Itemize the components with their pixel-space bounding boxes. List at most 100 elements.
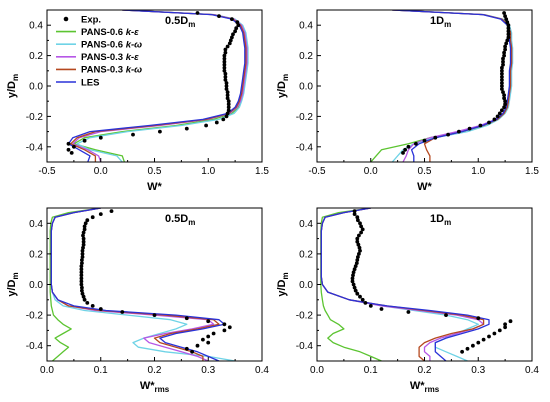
exp-point — [358, 221, 362, 226]
exp-point — [82, 224, 87, 229]
exp-point — [224, 84, 229, 88]
exp-point — [406, 310, 411, 314]
exp-point — [478, 123, 483, 128]
exp-point — [502, 53, 506, 58]
x-tick-label: 0.0 — [40, 365, 54, 376]
exp-point — [503, 325, 507, 330]
x-tick-label: 1.5 — [525, 166, 539, 177]
exp-point — [403, 147, 407, 152]
exp-point — [236, 23, 241, 28]
series-line-les — [50, 208, 226, 361]
exp-point — [502, 50, 506, 55]
exp-point — [79, 270, 84, 275]
exp-point — [357, 233, 361, 238]
exp-point — [224, 114, 229, 119]
x-tick-label: 0.2 — [148, 365, 162, 376]
exp-point — [506, 23, 511, 28]
exp-point — [85, 218, 90, 223]
y-tick-label: 0.2 — [299, 51, 313, 62]
x-axis-title: W*rms — [140, 380, 170, 394]
series-line-pans03kw — [392, 10, 513, 162]
exp-point — [506, 35, 511, 40]
exp-point — [85, 301, 90, 305]
series-line-pans03kw — [50, 208, 220, 361]
exp-point — [471, 343, 475, 348]
exp-point — [82, 227, 87, 232]
x-tick-label: 1.0 — [201, 166, 215, 177]
exp-point — [211, 331, 216, 336]
exp-point — [504, 41, 509, 46]
exp-point — [352, 267, 357, 272]
exp-point — [492, 331, 497, 336]
x-axis-title: W* — [147, 181, 162, 193]
y-tick-label: -0.4 — [26, 142, 44, 153]
y-axis-title: y/Dm — [276, 74, 290, 98]
exp-point — [356, 255, 360, 259]
exp-point — [231, 32, 235, 37]
exp-point — [502, 93, 506, 97]
x-tick-label: 0.2 — [418, 365, 432, 376]
exp-point — [501, 62, 505, 67]
legend-marker-exp — [63, 16, 69, 22]
exp-point — [222, 65, 227, 70]
series-line-pans06kw — [391, 10, 514, 162]
series-line-pans03kw — [320, 208, 485, 361]
exp-point — [360, 227, 365, 232]
exp-point — [500, 71, 504, 76]
exp-point — [120, 310, 125, 314]
exp-point — [80, 285, 84, 290]
exp-point — [481, 337, 486, 342]
exp-point — [433, 135, 438, 140]
exp-point — [503, 47, 507, 52]
exp-point — [379, 307, 384, 311]
y-tick-label: -0.2 — [26, 112, 44, 123]
exp-point — [226, 108, 231, 113]
exp-point — [80, 258, 84, 262]
exp-point — [227, 325, 232, 330]
exp-point — [222, 328, 227, 333]
exp-point — [184, 126, 189, 131]
x-tick-label: 0.0 — [364, 166, 378, 177]
panel-title: 0.5Dm — [165, 15, 195, 29]
exp-point — [98, 307, 103, 311]
exp-point — [467, 126, 472, 131]
exp-point — [79, 273, 84, 278]
legend-label-exp: Exp. — [81, 14, 101, 25]
exp-point — [505, 20, 510, 25]
exp-point — [80, 255, 85, 259]
exp-point — [109, 209, 114, 214]
y-tick-label: -0.4 — [296, 341, 314, 352]
exp-point — [206, 340, 211, 345]
legend-label-pans06ke: PANS-0.6 k-ε — [81, 27, 139, 38]
exp-point — [226, 99, 231, 104]
exp-point — [503, 44, 507, 49]
exp-point — [80, 248, 85, 253]
exp-point — [457, 129, 461, 134]
exp-point — [414, 141, 418, 146]
exp-point — [508, 319, 513, 324]
exp-point — [401, 151, 405, 155]
exp-point — [497, 328, 502, 333]
exp-point — [359, 224, 363, 229]
exp-point — [406, 144, 411, 149]
exp-point — [506, 29, 511, 34]
y-tick-label: 0.0 — [29, 82, 43, 93]
exp-point — [353, 288, 358, 293]
exp-point — [355, 258, 360, 262]
exp-point — [79, 264, 84, 268]
exp-point — [487, 334, 491, 339]
exp-point — [206, 319, 211, 324]
legend-label-les: LES — [81, 77, 99, 88]
exp-point — [350, 276, 355, 281]
x-tick-label: 0.3 — [471, 365, 485, 376]
exp-point — [222, 56, 227, 61]
exp-point — [83, 221, 88, 226]
y-tick-label: 0.4 — [299, 219, 313, 230]
exp-point — [79, 282, 84, 287]
y-tick-label: 0.0 — [299, 280, 313, 291]
x-tick-label: 1.5 — [255, 166, 269, 177]
y-tick-label: -0.2 — [296, 112, 314, 123]
exp-point — [353, 264, 358, 268]
exp-point — [226, 105, 231, 110]
